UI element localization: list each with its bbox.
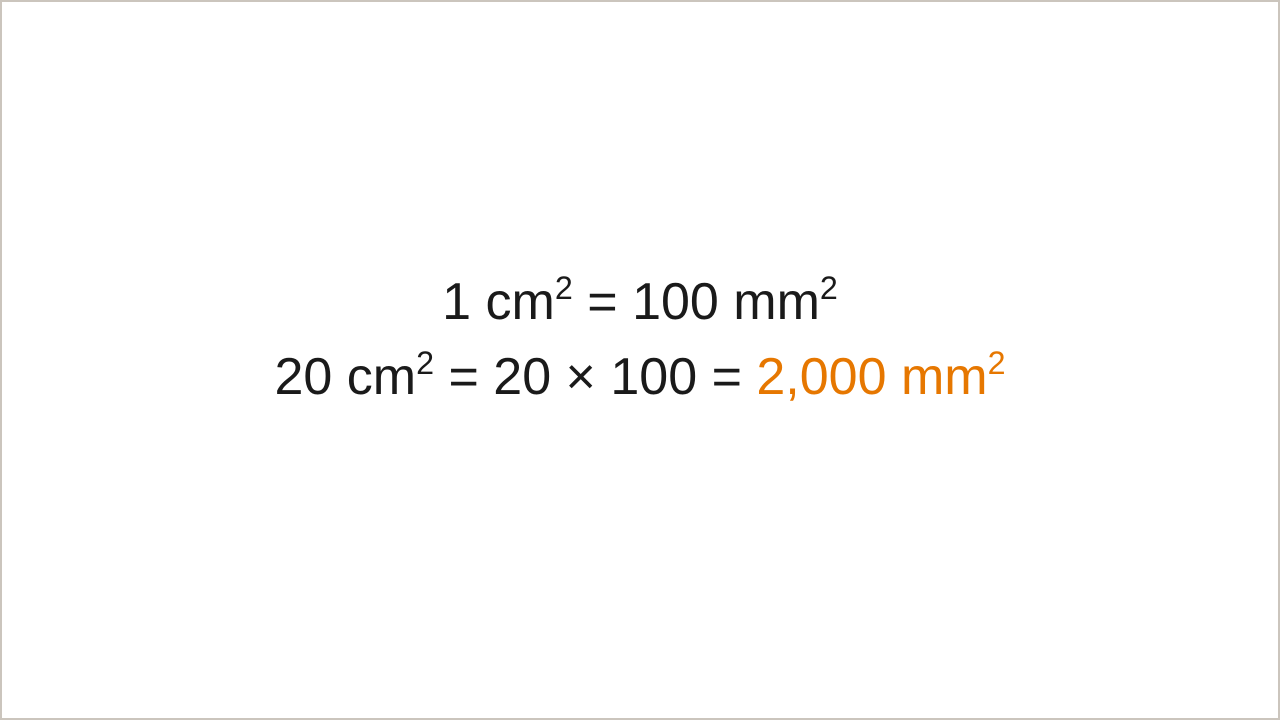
equation-line-1: 1 cm2 = 100 mm2 xyxy=(274,265,1005,340)
line1-rhs-exp: 2 xyxy=(820,270,838,306)
line2-result-exp: 2 xyxy=(988,345,1006,381)
line2-result: 2,000 mm2 xyxy=(756,348,1005,406)
line1-eq: = xyxy=(587,273,632,331)
line1-lhs-value: 1 xyxy=(442,273,471,331)
line2-result-unit: mm2 xyxy=(901,348,1006,406)
line2-lhs-value: 20 xyxy=(274,348,332,406)
line2-result-value: 2,000 xyxy=(756,348,886,406)
line1-rhs-value: 100 xyxy=(632,273,719,331)
line1-lhs-exp: 2 xyxy=(555,270,573,306)
slide-content: 1 cm2 = 100 mm2 20 cm2 = 20 × 100 = 2,00… xyxy=(274,265,1005,416)
line2-mid: = 20 × 100 = xyxy=(448,348,756,406)
equation-line-2: 20 cm2 = 20 × 100 = 2,000 mm2 xyxy=(274,340,1005,415)
line2-lhs-exp: 2 xyxy=(416,345,434,381)
line2-lhs-unit: cm2 xyxy=(347,348,434,406)
line1-lhs-unit: cm2 xyxy=(486,273,573,331)
line1-rhs-unit: mm2 xyxy=(733,273,838,331)
